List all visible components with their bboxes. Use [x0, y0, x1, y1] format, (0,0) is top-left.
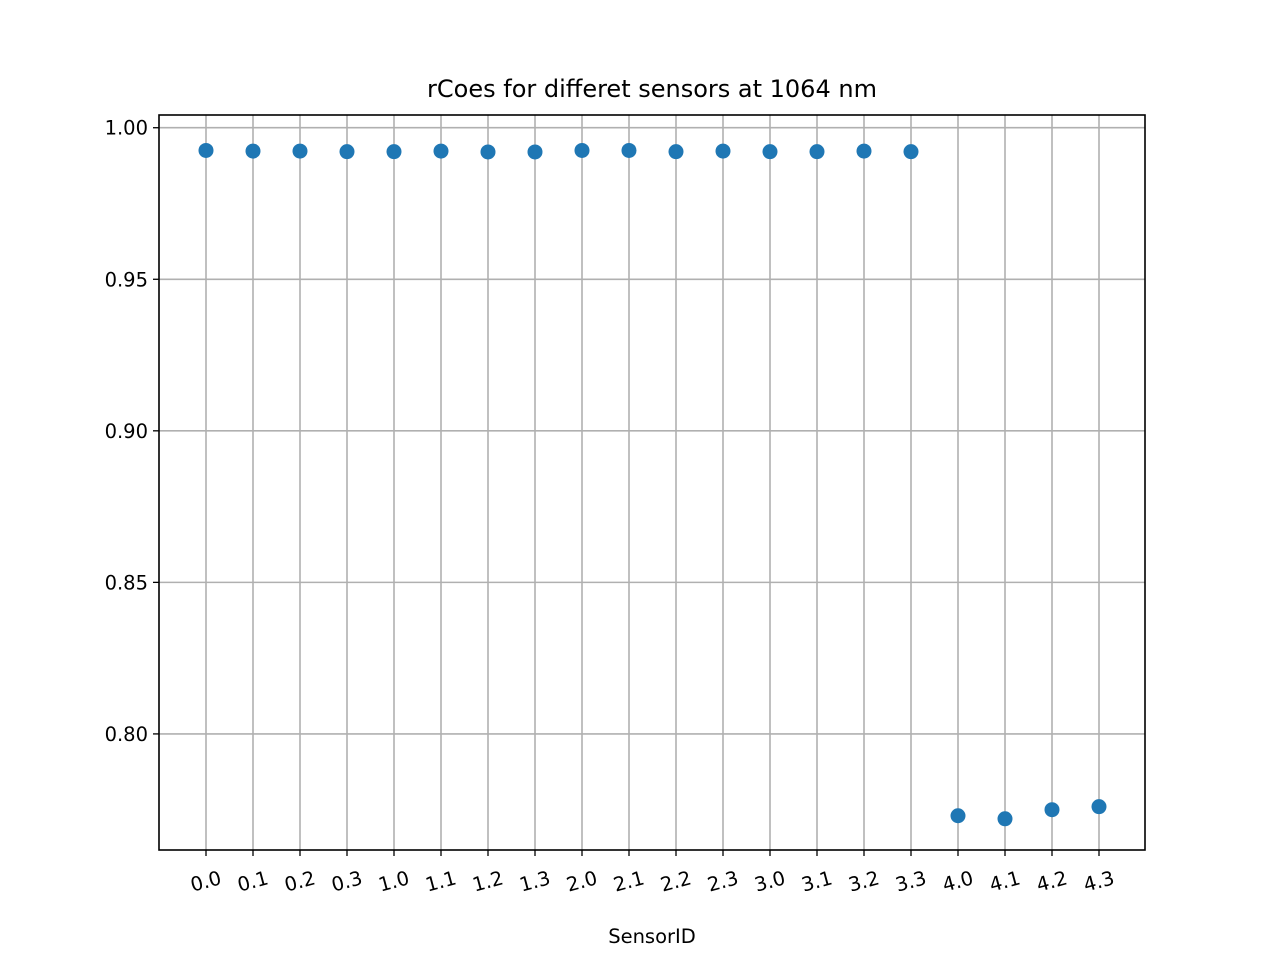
data-point	[762, 144, 778, 160]
data-point	[997, 811, 1013, 827]
data-point	[433, 143, 449, 159]
data-point	[856, 143, 872, 159]
chart-title: rCoes for differet sensors at 1064 nm	[427, 75, 877, 103]
data-point	[574, 142, 590, 158]
data-point	[245, 143, 261, 159]
tick-layer	[153, 127, 1100, 856]
data-point	[198, 142, 214, 158]
data-point	[809, 144, 825, 160]
data-point	[1091, 799, 1107, 815]
data-point	[903, 144, 919, 160]
data-point	[480, 144, 496, 160]
plot-frame	[158, 114, 1146, 851]
y-tick-label: 0.85	[105, 571, 148, 594]
y-tick-label: 0.80	[105, 723, 148, 746]
data-point	[668, 144, 684, 160]
data-point	[386, 144, 402, 160]
data-point	[527, 144, 543, 160]
y-tick-label: 0.95	[105, 268, 148, 291]
data-point	[339, 144, 355, 160]
data-point	[950, 808, 966, 824]
data-point	[621, 142, 637, 158]
data-points	[198, 142, 1107, 827]
data-point	[292, 143, 308, 159]
y-tick-label: 1.00	[105, 117, 148, 140]
y-tick-label: 0.90	[105, 420, 148, 443]
data-point	[1044, 802, 1060, 818]
tick-labels: 0.0 0.1 0.2 0.3 1.0 1.1 1.2 1.3 2.0 2.1 2.2 2.3 3.0 3…	[105, 117, 1117, 897]
data-point	[715, 143, 731, 159]
grid-layer	[159, 115, 1145, 850]
x-axis-label: SensorID	[608, 925, 696, 948]
